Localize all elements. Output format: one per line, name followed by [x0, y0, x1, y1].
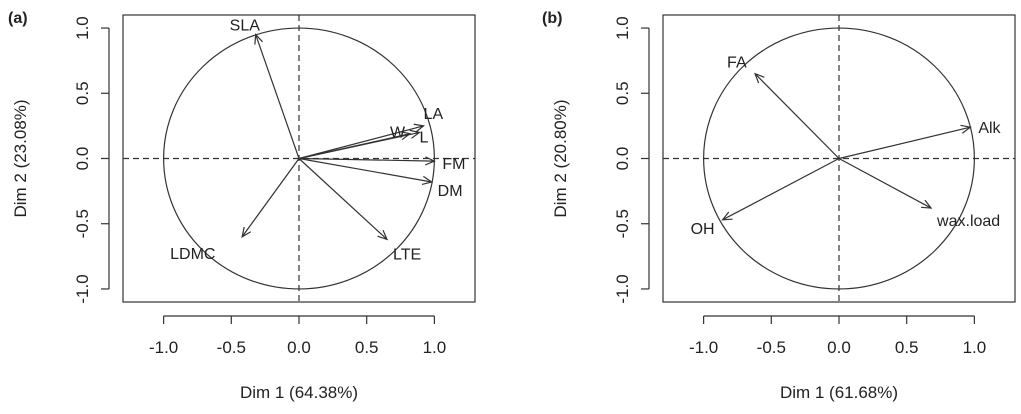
variable-arrowhead	[424, 156, 436, 166]
y-tick-label: 1.0	[73, 16, 92, 40]
variable-arrowhead	[754, 72, 765, 84]
variable-label: L	[419, 129, 428, 146]
variable-arrow	[298, 158, 388, 240]
variable-arrowhead	[377, 229, 389, 241]
variable-arrowhead	[921, 199, 933, 209]
variable-arrowhead	[254, 33, 263, 45]
variable-label: FM	[442, 156, 465, 173]
correlation-circle	[703, 27, 975, 290]
x-tick-label: 0.0	[827, 338, 851, 357]
y-tick-label: -0.5	[73, 209, 92, 238]
variable-arrow	[838, 126, 971, 160]
y-tick-label: 0.5	[613, 81, 632, 105]
variable-arrow	[754, 73, 840, 159]
variable-arrow	[298, 131, 420, 160]
x-tick-label: 1.0	[423, 338, 447, 357]
y-tick-label: -0.5	[613, 209, 632, 238]
variable-arrowhead	[409, 129, 421, 139]
panel-b-variable-plot: (b) -1.0 -0.5 0.0 0.5 1.0 -1.0 -0.5 0.0 0.5 1.0 Dim…	[542, 10, 1016, 402]
variable-label: DM	[438, 183, 463, 200]
panel-a-variable-plot: (a) -1.0 -0.5 0.0 0.5 1.0 -1.0 -0.5 0.0 0.5 1.0 Dim…	[8, 10, 476, 402]
variable-arrow	[298, 157, 435, 162]
y-axis-title: Dim 2 (20.80%)	[551, 99, 570, 217]
x-tick-label: 0.5	[895, 338, 919, 357]
variable-arrowhead	[721, 211, 733, 221]
variable-arrowhead	[413, 123, 425, 133]
x-tick-label: 1.0	[963, 338, 987, 357]
x-tick-label: 0.5	[355, 338, 379, 357]
variable-label: Alk	[978, 120, 1001, 137]
variable-arrowhead	[421, 175, 434, 185]
x-tick-label: -1.0	[689, 338, 718, 357]
correlation-circle	[163, 27, 435, 290]
variable-arrow	[298, 125, 424, 160]
variable-label: LTE	[393, 246, 421, 263]
x-axis-title: Dim 1 (61.68%)	[780, 383, 898, 402]
variable-label: FA	[727, 55, 747, 72]
variable-label: W	[390, 125, 406, 142]
y-tick-label: 0.5	[73, 81, 92, 105]
y-tick-label: 0.0	[613, 147, 632, 171]
x-tick-label: -0.5	[757, 338, 786, 357]
variable-arrow	[298, 157, 432, 183]
y-tick-label: -1.0	[73, 274, 92, 303]
x-axis-title: Dim 1 (64.38%)	[240, 383, 358, 402]
y-tick-label: -1.0	[613, 274, 632, 303]
variable-arrow	[241, 158, 300, 238]
y-tick-label: 1.0	[613, 16, 632, 40]
variable-arrowhead	[241, 226, 252, 238]
y-tick-label: 0.0	[73, 147, 92, 171]
variable-label: LA	[424, 106, 444, 123]
panel-label: (a)	[8, 10, 28, 27]
x-tick-label: -0.5	[217, 338, 246, 357]
variable-arrow	[838, 157, 932, 209]
variable-arrow	[722, 157, 840, 221]
variable-arrow	[255, 34, 300, 159]
variable-label: wax.load	[936, 213, 1000, 230]
variable-arrowhead	[960, 124, 972, 134]
variable-label: OH	[691, 221, 715, 238]
panel-label: (b)	[542, 10, 562, 27]
variable-label: LDMC	[170, 246, 215, 263]
x-tick-label: 0.0	[287, 338, 311, 357]
variable-label: SLA	[230, 18, 261, 35]
variable-arrowhead	[400, 131, 412, 141]
y-axis-title: Dim 2 (23.08%)	[11, 99, 30, 217]
x-tick-label: -1.0	[149, 338, 178, 357]
